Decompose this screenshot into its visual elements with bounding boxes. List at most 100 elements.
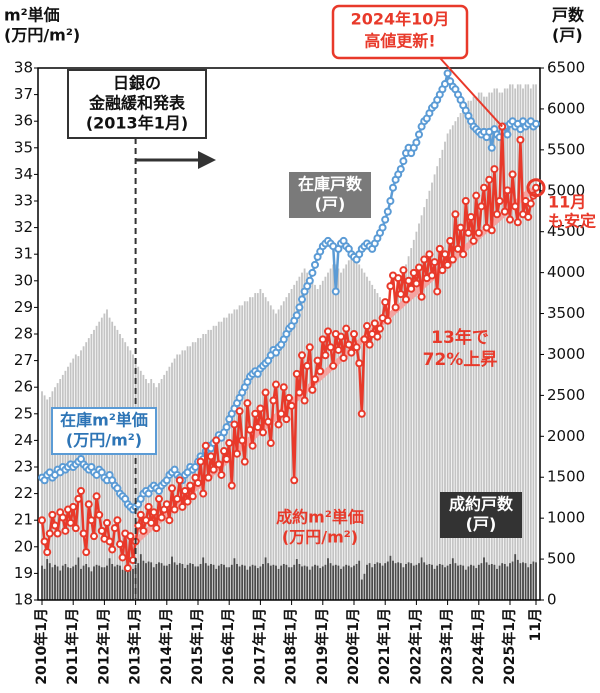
point <box>251 409 260 418</box>
bar <box>54 564 56 600</box>
bar <box>80 568 82 600</box>
bar <box>394 297 397 600</box>
bar <box>103 567 106 600</box>
bar <box>446 565 449 600</box>
bar <box>490 563 493 600</box>
bar <box>498 92 501 601</box>
bar <box>496 568 498 600</box>
bar <box>269 305 272 600</box>
bar <box>303 268 306 600</box>
bar <box>314 284 316 600</box>
point <box>272 380 280 389</box>
point <box>420 255 429 264</box>
point <box>433 287 442 296</box>
bar <box>236 563 238 600</box>
bar <box>113 325 116 600</box>
point <box>105 537 114 546</box>
x-tick-label: 2017年1月 <box>251 608 268 685</box>
point <box>532 183 540 192</box>
bar <box>392 560 394 600</box>
bar <box>415 564 418 600</box>
point <box>402 295 410 304</box>
point <box>134 521 143 530</box>
bar <box>488 564 491 600</box>
bar <box>124 567 127 600</box>
y2-axis-title: 戸数 <box>552 6 585 25</box>
point <box>337 332 345 341</box>
bar <box>98 565 101 600</box>
bar <box>347 565 350 600</box>
bar <box>358 560 361 600</box>
bar <box>311 280 314 600</box>
bar <box>535 562 537 600</box>
bar <box>462 565 465 600</box>
point <box>212 436 221 445</box>
y2-tick-label: 6000 <box>547 99 585 117</box>
bar <box>220 563 223 600</box>
point <box>461 197 470 205</box>
point <box>71 524 80 533</box>
bar <box>470 100 472 600</box>
bar <box>103 313 106 600</box>
point <box>360 335 369 344</box>
bar <box>262 563 264 600</box>
y-tick-label: 18 <box>14 591 33 609</box>
point <box>108 545 117 554</box>
x-tick-label: 11月 <box>528 608 544 641</box>
bar <box>210 563 212 600</box>
bar <box>82 565 85 600</box>
highlight-ring <box>526 178 546 198</box>
bar <box>56 566 59 600</box>
point <box>399 157 408 166</box>
point <box>313 356 322 365</box>
bar <box>145 563 147 600</box>
y-tick-label: 23 <box>14 458 33 476</box>
bar <box>480 563 483 600</box>
bar <box>522 88 524 600</box>
legend-label: 成約m²単価 <box>276 508 364 527</box>
x-tick-label: 2023年1月 <box>439 608 456 685</box>
point <box>493 210 501 219</box>
bar <box>74 564 77 600</box>
point <box>467 212 475 221</box>
point <box>490 165 499 174</box>
bar <box>277 568 280 600</box>
bar <box>64 563 67 600</box>
x-tick-label: 2016年1月 <box>220 608 237 685</box>
x-tick-label: 2020年1月 <box>345 608 362 685</box>
bar <box>191 563 194 600</box>
bar <box>451 125 454 601</box>
bar <box>407 256 410 600</box>
bar <box>41 565 43 600</box>
point <box>77 486 85 495</box>
bar <box>249 566 251 600</box>
point <box>443 69 452 78</box>
point <box>227 481 236 490</box>
point <box>181 486 189 495</box>
bar <box>111 321 114 600</box>
y-tick-label: 34 <box>14 165 33 183</box>
bar <box>535 84 537 600</box>
y2-tick-label: 500 <box>547 550 576 568</box>
bar <box>74 354 77 600</box>
bar <box>171 362 173 600</box>
point <box>186 481 195 490</box>
bar <box>311 566 314 600</box>
point <box>448 255 457 264</box>
point <box>441 250 449 259</box>
point <box>149 508 158 517</box>
point <box>285 393 293 402</box>
point <box>472 191 481 200</box>
bar <box>95 325 98 600</box>
bar <box>493 564 496 600</box>
point <box>168 484 176 493</box>
bar <box>217 565 220 600</box>
legend-label: (万円/m²) <box>282 528 358 547</box>
bar <box>137 563 140 600</box>
bar <box>72 566 75 600</box>
point <box>451 210 460 219</box>
y2-tick-label: 3500 <box>547 304 585 322</box>
point <box>350 330 358 338</box>
bar <box>360 579 363 600</box>
point <box>222 455 231 464</box>
